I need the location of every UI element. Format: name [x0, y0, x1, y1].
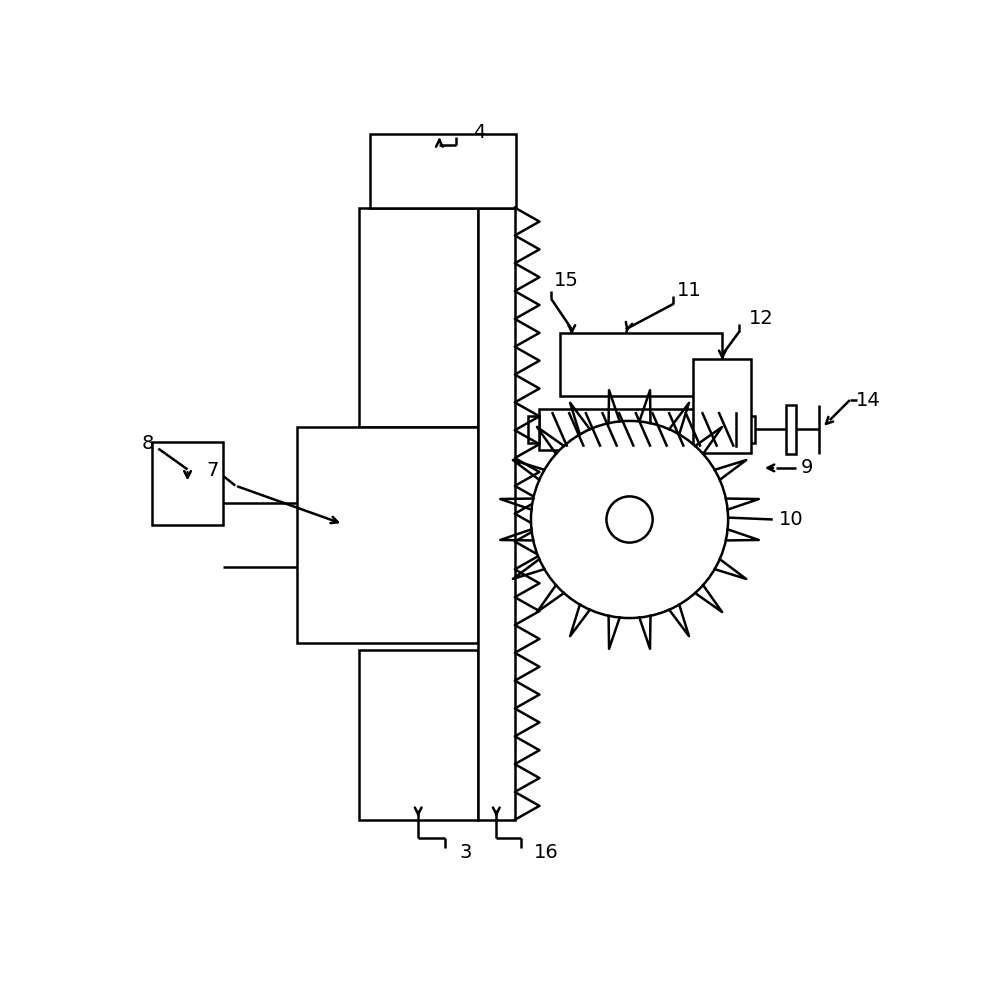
Bar [478, 208, 515, 819]
Bar [152, 442, 223, 525]
Circle shape [531, 421, 728, 618]
Bar [744, 415, 755, 444]
Bar [560, 333, 722, 396]
Text: 4: 4 [473, 122, 486, 142]
Text: 12: 12 [748, 309, 773, 328]
Text: 7: 7 [206, 460, 218, 480]
Text: 8: 8 [141, 434, 154, 453]
Text: 9: 9 [800, 458, 813, 477]
Bar [370, 134, 516, 208]
Bar [358, 208, 478, 427]
Bar [539, 408, 744, 451]
Bar [693, 359, 751, 453]
Text: 16: 16 [534, 843, 559, 863]
Text: 11: 11 [676, 281, 701, 301]
Text: 10: 10 [779, 510, 804, 529]
Text: 3: 3 [460, 843, 472, 863]
Text: 15: 15 [554, 271, 579, 290]
Bar [358, 651, 478, 819]
Text: 14: 14 [856, 390, 881, 409]
Bar [528, 415, 539, 444]
Bar [297, 427, 478, 643]
Bar [786, 405, 796, 454]
Circle shape [606, 496, 653, 542]
